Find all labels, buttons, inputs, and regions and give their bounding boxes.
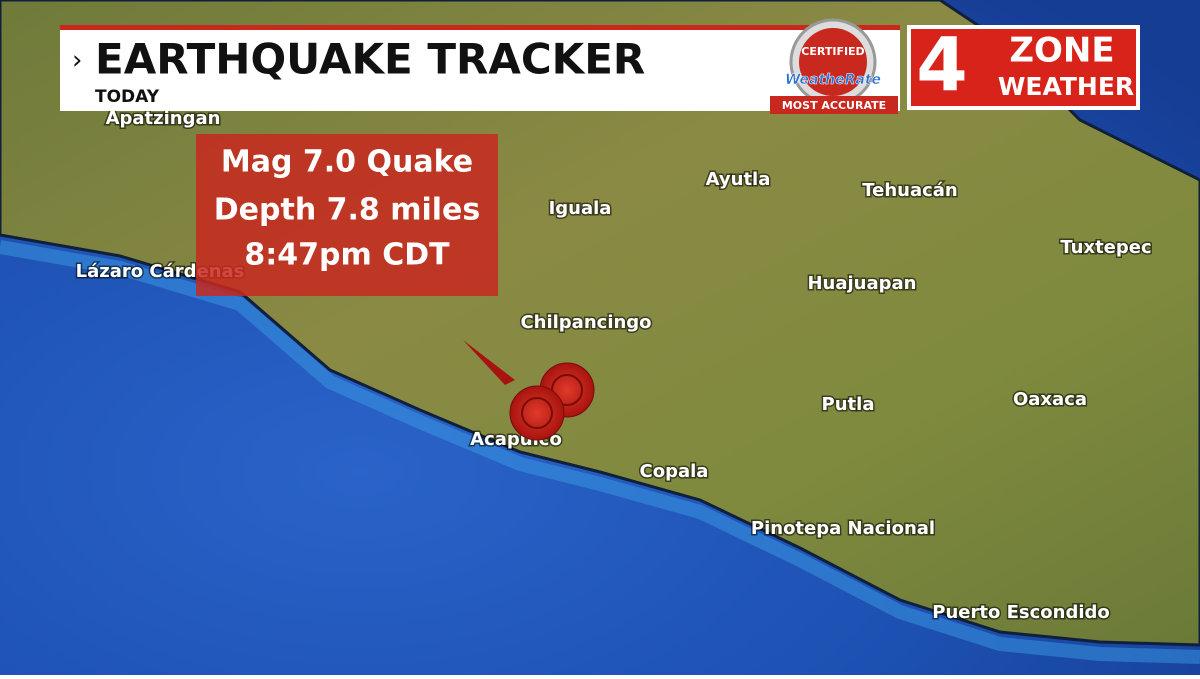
city-label: Huajuapan <box>807 273 916 294</box>
certified-logo: CERTIFIED WeatheRate MOST ACCURATE <box>770 18 898 114</box>
quake-box <box>196 134 498 296</box>
quake-line: Mag 7.0 Quake <box>221 145 473 180</box>
city-label: Pinotepa Nacional <box>751 518 935 539</box>
zone: ZONE <box>1009 31 1114 71</box>
certified: CERTIFIED <box>801 45 864 58</box>
header-title: EARTHQUAKE TRACKER <box>95 35 645 84</box>
header-subtitle: TODAY <box>95 87 160 107</box>
badge-inner <box>799 28 867 96</box>
quake-line: 8:47pm CDT <box>244 238 450 273</box>
city-label: Putla <box>822 394 875 415</box>
city-label: Chilpancingo <box>520 312 651 333</box>
quake-line: Depth 7.8 miles <box>214 193 480 228</box>
weather: WEATHER <box>998 72 1134 101</box>
chevron: › <box>72 46 82 76</box>
shelf <box>0 240 1200 664</box>
city-label: Iguala <box>549 198 612 219</box>
city-label: Ayutla <box>706 169 771 190</box>
city-label: Tuxtepec <box>1060 237 1151 258</box>
pointer <box>463 340 515 385</box>
city-label: Copala <box>640 461 709 482</box>
city-label: Oaxaca <box>1013 389 1087 410</box>
ring <box>521 397 553 429</box>
accurate-band <box>770 96 898 114</box>
most-accurate: MOST ACCURATE <box>782 99 886 112</box>
weatherate: WeatheRate <box>785 72 881 88</box>
channel: 4 <box>916 23 968 109</box>
header-bar <box>60 25 900 111</box>
city-label: Tehuacán <box>862 180 958 201</box>
epicenter <box>509 362 595 441</box>
header-stripe <box>60 25 900 30</box>
epicenter-marker <box>509 385 565 441</box>
city-label: Apatzingan <box>106 108 221 129</box>
station-logo: 4 ZONE WEATHER <box>907 23 1140 110</box>
logo-bg <box>911 29 1136 106</box>
city-label: Puerto Escondido <box>932 602 1110 623</box>
